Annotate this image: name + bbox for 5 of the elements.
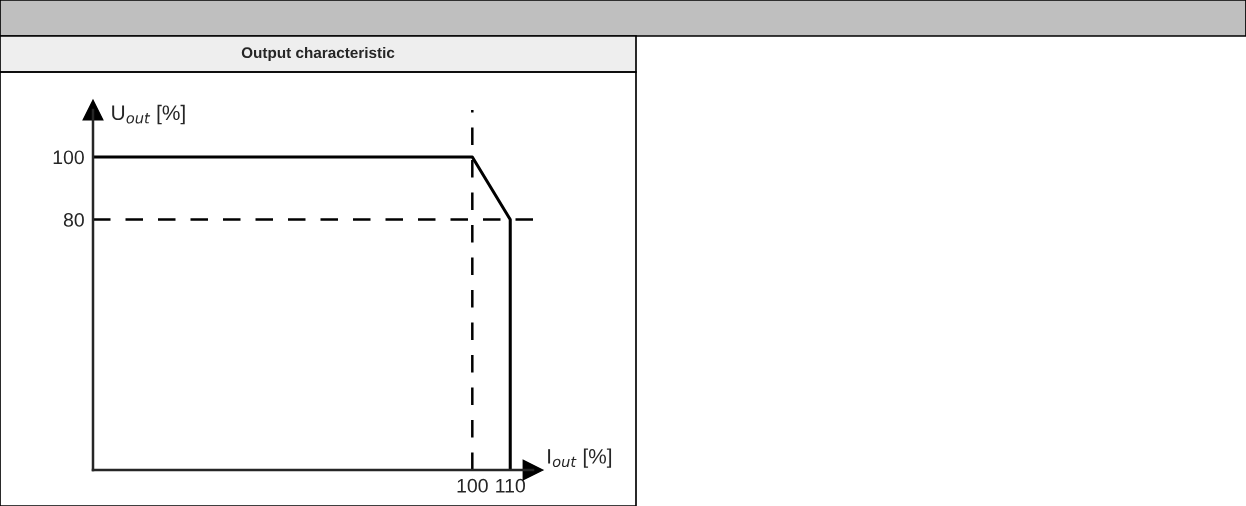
x-tick-label: 110 (496, 478, 525, 493)
y-tick-label: 80 (63, 213, 84, 227)
y-axis-title: U$_{out}$ [%] (112, 104, 185, 125)
x-axis-title: I$_{out}$ [%] (548, 448, 612, 468)
chart-title: Output characteristic (241, 46, 395, 62)
